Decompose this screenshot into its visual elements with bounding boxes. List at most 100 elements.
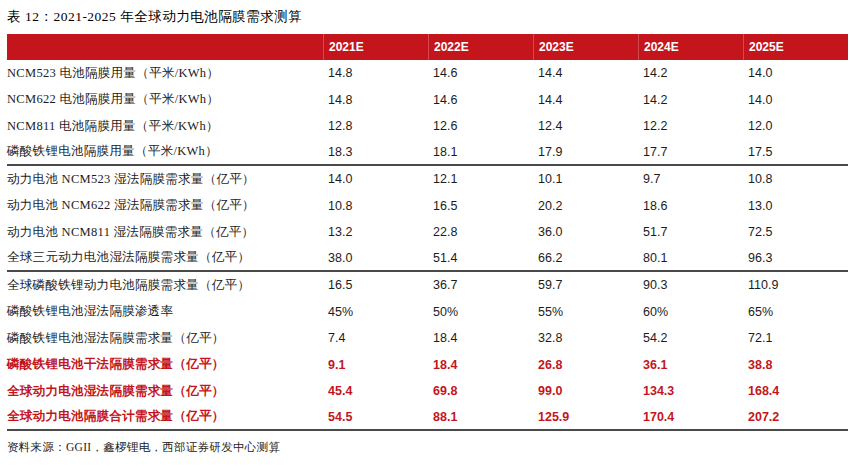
cell-value: 12.8 — [323, 119, 428, 133]
cell-value: 96.3 — [743, 251, 848, 265]
row-label: 全球磷酸铁锂动力电池隔膜需求量（亿平） — [7, 277, 323, 294]
cell-value: 110.9 — [743, 278, 848, 292]
cell-value: 14.0 — [743, 93, 848, 107]
cell-value: 54.5 — [323, 410, 428, 424]
cell-value: 14.8 — [323, 93, 428, 107]
cell-value: 20.2 — [533, 199, 638, 213]
cell-value: 12.0 — [743, 119, 848, 133]
cell-value: 51.4 — [428, 251, 533, 265]
cell-value: 17.7 — [638, 145, 743, 159]
row-label: 动力电池 NCM622 湿法隔膜需求量（亿平） — [7, 197, 323, 214]
row-label: NCM622 电池隔膜用量（平米/KWh） — [7, 91, 323, 108]
table-header-row: 2021E 2022E 2023E 2024E 2025E — [7, 34, 848, 60]
cell-value: 12.1 — [428, 172, 533, 186]
cell-value: 72.5 — [743, 225, 848, 239]
table-row: 磷酸铁锂电池隔膜用量（平米/KWh） 18.3 18.1 17.9 17.7 1… — [7, 140, 848, 167]
cell-value: 14.2 — [638, 93, 743, 107]
cell-value: 14.6 — [428, 66, 533, 80]
cell-value: 10.8 — [323, 199, 428, 213]
cell-value: 134.3 — [638, 384, 743, 398]
table-row: 动力电池 NCM523 湿法隔膜需求量（亿平） 14.0 12.1 10.1 9… — [7, 166, 848, 193]
cell-value: 9.1 — [323, 358, 428, 372]
cell-value: 38.8 — [743, 358, 848, 372]
cell-value: 207.2 — [743, 410, 848, 424]
cell-value: 16.5 — [323, 278, 428, 292]
table-row: 全球动力电池湿法隔膜需求量（亿平） 45.4 69.8 99.0 134.3 1… — [7, 378, 848, 405]
cell-value: 125.9 — [533, 410, 638, 424]
cell-value: 36.0 — [533, 225, 638, 239]
cell-value: 18.3 — [323, 145, 428, 159]
table-row: 全球磷酸铁锂动力电池隔膜需求量（亿平） 16.5 36.7 59.7 90.3 … — [7, 272, 848, 299]
cell-value: 60% — [638, 305, 743, 319]
cell-value: 18.1 — [428, 145, 533, 159]
cell-value: 18.4 — [428, 331, 533, 345]
cell-value: 90.3 — [638, 278, 743, 292]
cell-value: 18.6 — [638, 199, 743, 213]
table-row: 动力电池 NCM622 湿法隔膜需求量（亿平） 10.8 16.5 20.2 1… — [7, 193, 848, 220]
row-label: 磷酸铁锂电池隔膜用量（平米/KWh） — [7, 143, 323, 160]
cell-value: 13.0 — [743, 199, 848, 213]
cell-value: 32.8 — [533, 331, 638, 345]
cell-value: 14.4 — [533, 66, 638, 80]
cell-value: 45.4 — [323, 384, 428, 398]
table-header-year-cell: 2023E — [533, 34, 638, 60]
row-label: 磷酸铁锂电池湿法隔膜渗透率 — [7, 303, 323, 320]
cell-value: 55% — [533, 305, 638, 319]
table-row: 全球动力电池隔膜合计需求量（亿平） 54.5 88.1 125.9 170.4 … — [7, 405, 848, 432]
cell-value: 9.7 — [638, 172, 743, 186]
source-note: 资料来源：GGII，鑫椤锂电，西部证券研发中心测算 — [7, 440, 848, 455]
row-label: NCM811 电池隔膜用量（平米/KWh） — [7, 118, 323, 135]
row-label: 全球三元动力电池湿法隔膜需求量（亿平） — [7, 249, 323, 266]
table-row: NCM811 电池隔膜用量（平米/KWh） 12.8 12.6 12.4 12.… — [7, 113, 848, 140]
cell-value: 12.6 — [428, 119, 533, 133]
table-row: 磷酸铁锂电池干法隔膜需求量（亿平） 9.1 18.4 26.8 36.1 38.… — [7, 352, 848, 379]
row-label: 磷酸铁锂电池干法隔膜需求量（亿平） — [7, 356, 323, 373]
cell-value: 168.4 — [743, 384, 848, 398]
cell-value: 22.8 — [428, 225, 533, 239]
table-header-corner-cell — [7, 34, 323, 60]
table-row: NCM622 电池隔膜用量（平米/KWh） 14.8 14.6 14.4 14.… — [7, 87, 848, 114]
table-header-year-cell: 2021E — [323, 34, 428, 60]
row-label: 动力电池 NCM523 湿法隔膜需求量（亿平） — [7, 171, 323, 188]
cell-value: 80.1 — [638, 251, 743, 265]
cell-value: 14.6 — [428, 93, 533, 107]
table-row: 全球三元动力电池湿法隔膜需求量（亿平） 38.0 51.4 66.2 80.1 … — [7, 246, 848, 273]
table-header-year-cell: 2025E — [743, 34, 848, 60]
cell-value: 17.5 — [743, 145, 848, 159]
cell-value: 18.4 — [428, 358, 533, 372]
cell-value: 72.1 — [743, 331, 848, 345]
cell-value: 12.2 — [638, 119, 743, 133]
cell-value: 50% — [428, 305, 533, 319]
cell-value: 14.0 — [323, 172, 428, 186]
cell-value: 36.1 — [638, 358, 743, 372]
table-title: 表 12：2021-2025 年全球动力电池隔膜需求测算 — [7, 7, 848, 26]
cell-value: 7.4 — [323, 331, 428, 345]
table-header-year-cell: 2024E — [638, 34, 743, 60]
cell-value: 45% — [323, 305, 428, 319]
cell-value: 65% — [743, 305, 848, 319]
table-row: 动力电池 NCM811 湿法隔膜需求量（亿平） 13.2 22.8 36.0 5… — [7, 219, 848, 246]
cell-value: 69.8 — [428, 384, 533, 398]
row-label: 动力电池 NCM811 湿法隔膜需求量（亿平） — [7, 224, 323, 241]
cell-value: 17.9 — [533, 145, 638, 159]
cell-value: 13.2 — [323, 225, 428, 239]
cell-value: 54.2 — [638, 331, 743, 345]
cell-value: 14.0 — [743, 66, 848, 80]
table-header-year-cell: 2022E — [428, 34, 533, 60]
cell-value: 59.7 — [533, 278, 638, 292]
table-row: NCM523 电池隔膜用量（平米/KWh） 14.8 14.6 14.4 14.… — [7, 60, 848, 87]
table-body: NCM523 电池隔膜用量（平米/KWh） 14.8 14.6 14.4 14.… — [7, 60, 848, 431]
cell-value: 99.0 — [533, 384, 638, 398]
cell-value: 10.8 — [743, 172, 848, 186]
cell-value: 26.8 — [533, 358, 638, 372]
cell-value: 14.8 — [323, 66, 428, 80]
row-label: 全球动力电池隔膜合计需求量（亿平） — [7, 408, 323, 425]
row-label: NCM523 电池隔膜用量（平米/KWh） — [7, 65, 323, 82]
cell-value: 38.0 — [323, 251, 428, 265]
report-table-page: 表 12：2021-2025 年全球动力电池隔膜需求测算 2021E 2022E… — [7, 0, 848, 455]
cell-value: 16.5 — [428, 199, 533, 213]
cell-value: 88.1 — [428, 410, 533, 424]
cell-value: 10.1 — [533, 172, 638, 186]
table-row: 磷酸铁锂电池湿法隔膜需求量（亿平） 7.4 18.4 32.8 54.2 72.… — [7, 325, 848, 352]
row-label: 全球动力电池湿法隔膜需求量（亿平） — [7, 383, 323, 400]
